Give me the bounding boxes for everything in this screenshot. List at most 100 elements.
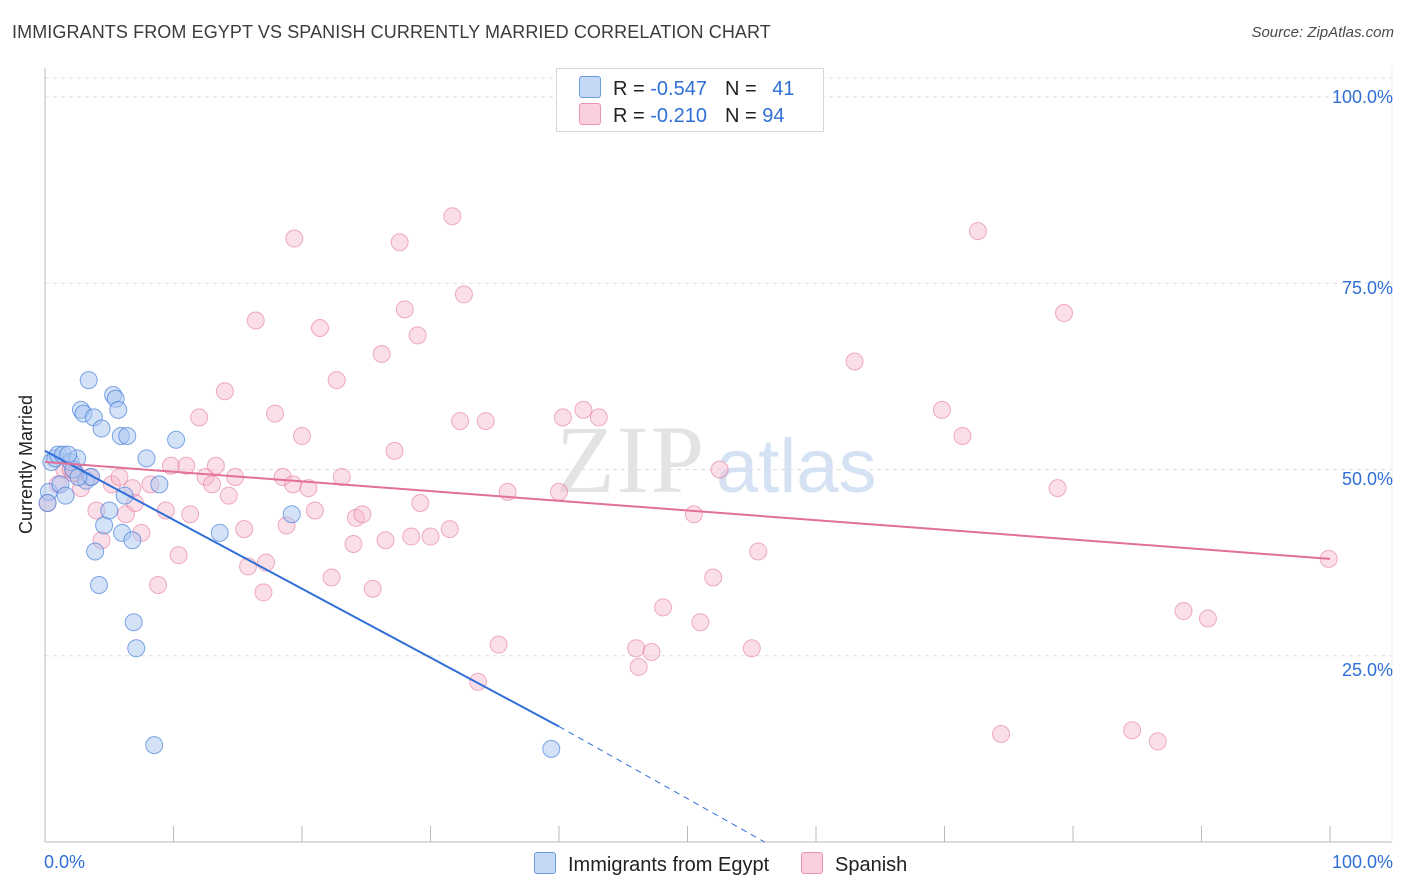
spanish-point-41 — [310, 318, 329, 337]
n-label: N = — [724, 105, 763, 127]
spanish-point-74 — [684, 505, 703, 524]
spanish-point-83 — [968, 222, 987, 241]
egypt-point-23 — [109, 400, 128, 419]
spanish-point-85 — [1048, 479, 1067, 498]
legend-item-egypt: Immigrants from Egypt — [534, 852, 769, 877]
spanish-point-22 — [196, 467, 215, 486]
y-tick-label-50: 50.0% — [1341, 469, 1393, 489]
egypt-trend-extension — [558, 726, 765, 843]
spanish-point-49 — [372, 345, 391, 364]
stats-legend: R = -0.547 N = 41 R = -0.210 N = 94 — [556, 68, 824, 132]
egypt-point-17 — [89, 575, 108, 594]
spanish-point-60 — [451, 412, 470, 431]
egypt-point-38 — [38, 494, 57, 513]
chart-title: IMMIGRANTS FROM EGYPT VS SPANISH CURRENT… — [12, 22, 771, 42]
spanish-point-43 — [327, 371, 346, 390]
spanish-point-59 — [443, 207, 462, 226]
spanish-point-21 — [190, 408, 209, 427]
source-credit: Source: ZipAtlas.com — [1251, 24, 1394, 41]
n-value-spanish: 94 — [762, 105, 785, 127]
spanish-point-56 — [411, 494, 430, 513]
y-axis-label: Currently Married — [16, 394, 36, 534]
egypt-point-33 — [150, 475, 169, 494]
spanish-point-37 — [285, 229, 304, 248]
egypt-legend-label: Immigrants from Egypt — [568, 854, 770, 876]
egypt-point-30 — [127, 639, 146, 658]
spanish-point-64 — [489, 635, 508, 654]
spanish-point-87 — [1123, 721, 1142, 740]
y-tick-label-75: 75.0% — [1341, 278, 1393, 298]
spanish-point-30 — [246, 311, 265, 330]
spanish-point-17 — [161, 456, 180, 475]
spanish-point-58 — [440, 520, 459, 539]
spanish-point-62 — [469, 672, 488, 691]
spanish-point-67 — [553, 408, 572, 427]
r-label: R = — [613, 78, 651, 100]
spanish-point-25 — [215, 382, 234, 401]
egypt-point-29 — [124, 613, 143, 632]
spanish-point-69 — [589, 408, 608, 427]
spanish-point-61 — [454, 285, 473, 304]
spanish-point-19 — [177, 456, 196, 475]
egypt-point-20 — [100, 501, 119, 520]
spanish-point-45 — [344, 535, 363, 553]
spanish-point-23 — [203, 475, 222, 494]
egypt-point-18 — [92, 419, 111, 438]
spanish-point-38 — [293, 426, 311, 445]
watermark-zip: ZIP — [556, 406, 706, 513]
spanish-point-40 — [305, 501, 324, 520]
r-value-spanish: -0.210 — [650, 105, 707, 127]
legend-row-egypt: R = -0.547 N = 41 — [579, 76, 794, 100]
spanish-point-31 — [254, 583, 273, 602]
x-tick-label-100: 100.0% — [1331, 852, 1393, 872]
spanish-point-72 — [642, 643, 661, 662]
spanish-point-80 — [845, 352, 864, 371]
spanish-point-71 — [629, 657, 648, 676]
egypt-point-6 — [56, 486, 75, 505]
egypt-point-31 — [137, 449, 156, 468]
egypt-point-37 — [542, 739, 561, 758]
spanish-point-77 — [710, 460, 729, 479]
spanish-point-54 — [402, 527, 421, 546]
spanish-point-89 — [1174, 602, 1193, 621]
egypt-point-16 — [86, 542, 105, 561]
spanish-point-84 — [992, 724, 1011, 743]
spanish-point-57 — [421, 527, 440, 546]
spanish-point-18 — [169, 546, 188, 565]
spanish-point-53 — [395, 300, 414, 319]
watermark-atlas: atlas — [716, 424, 877, 509]
spanish-point-52 — [390, 233, 409, 252]
spanish-point-66 — [550, 482, 568, 501]
spanish-point-28 — [235, 520, 254, 539]
spanish-point-15 — [149, 575, 168, 594]
spanish-point-24 — [206, 456, 225, 475]
n-value-egypt: 41 — [772, 78, 795, 100]
spanish-legend-label: Spanish — [835, 854, 908, 876]
legend-item-spanish: Spanish — [801, 852, 907, 877]
watermark: ZIP atlas — [556, 406, 877, 513]
spanish-point-70 — [627, 639, 646, 658]
spanish-point-78 — [742, 639, 761, 658]
r-value-egypt: -0.547 — [650, 78, 707, 100]
spanish-point-26 — [219, 486, 238, 505]
egypt-point-35 — [210, 523, 229, 542]
spanish-point-86 — [1055, 304, 1074, 323]
n-label: N = — [724, 78, 763, 100]
spanish-point-36 — [284, 475, 303, 494]
spanish-point-51 — [385, 441, 404, 460]
spanish-point-82 — [953, 426, 972, 445]
egypt-point-34 — [167, 430, 186, 449]
egypt-point-13 — [79, 371, 98, 390]
spanish-point-20 — [181, 505, 200, 524]
spanish-legend-swatch — [801, 852, 823, 874]
spanish-point-42 — [322, 568, 341, 587]
spanish-point-47 — [353, 505, 372, 524]
spanish-point-75 — [691, 613, 710, 632]
spanish-point-79 — [749, 542, 768, 561]
egypt-point-36 — [282, 505, 301, 524]
spanish-point-90 — [1198, 609, 1217, 628]
spanish-point-68 — [574, 400, 593, 419]
spanish-point-50 — [376, 531, 395, 550]
axes — [44, 68, 1393, 843]
